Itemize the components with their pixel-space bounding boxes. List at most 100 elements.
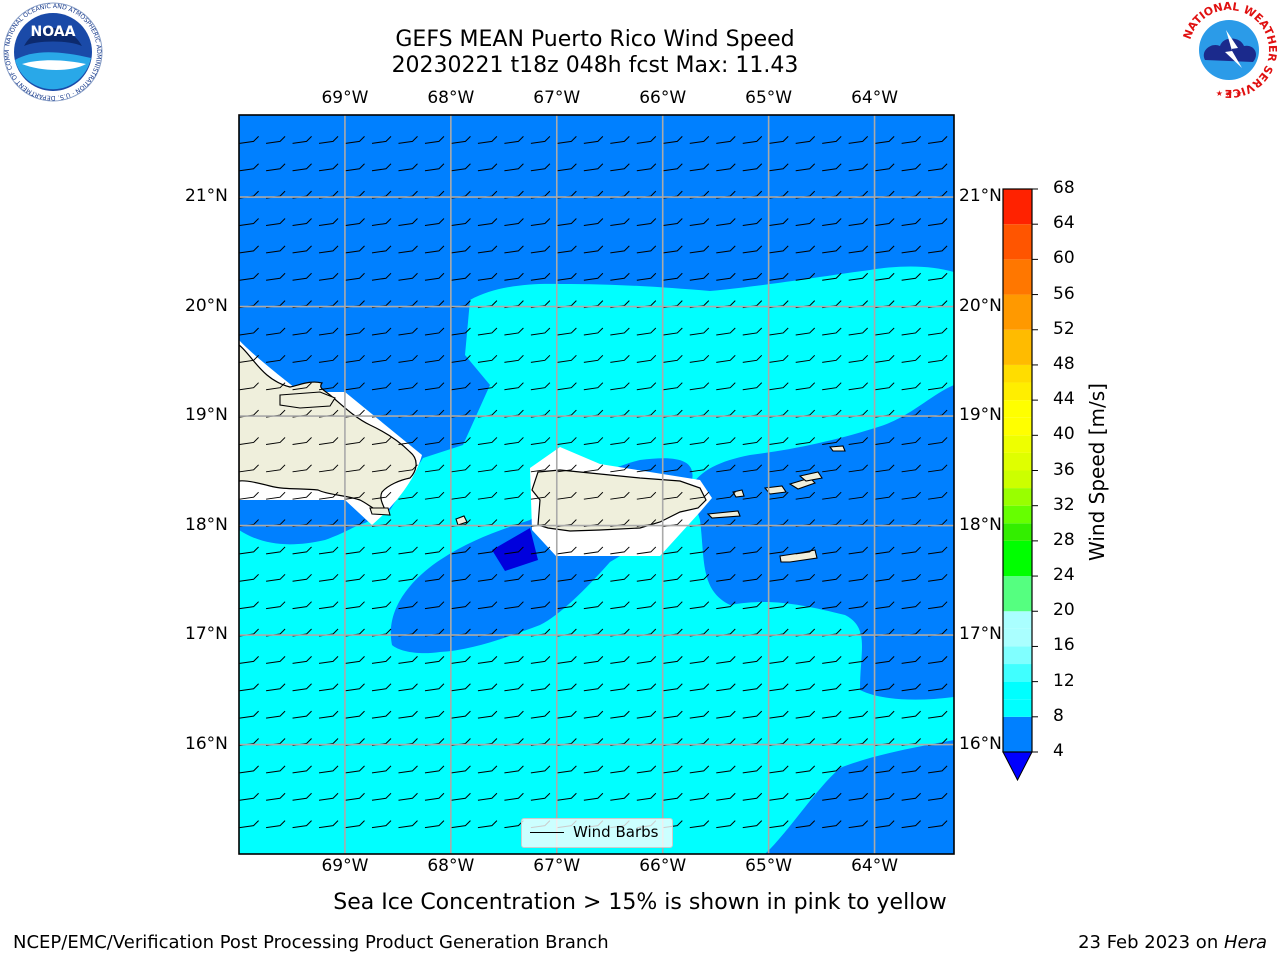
colorbar-tick-label: 16: [1053, 635, 1075, 656]
wind-barbs: [239, 136, 948, 829]
wind-barb: [689, 710, 710, 719]
colorbar: [1002, 188, 1038, 782]
wind-barb: [610, 683, 630, 692]
wind-barb: [371, 327, 392, 336]
wind-barb: [504, 218, 524, 226]
longitude-label: 68°W: [427, 88, 475, 108]
wind-barb: [636, 327, 657, 336]
wind-barb: [928, 765, 948, 774]
wind-barb: [928, 136, 948, 144]
wind-barb: [477, 327, 498, 336]
wind-barb: [610, 546, 630, 555]
wind-barb: [901, 546, 921, 555]
wind-barb: [345, 327, 365, 336]
wind-barb: [557, 656, 577, 664]
wind-barb: [928, 327, 948, 336]
wind-barb: [610, 792, 630, 801]
wind-barb: [689, 464, 710, 473]
colorbar-tick-label: 68: [1053, 178, 1075, 198]
wind-barb: [371, 820, 392, 829]
wind-barb: [928, 546, 948, 555]
wind-barb: [504, 437, 524, 445]
wind-barb: [557, 136, 577, 144]
wind-barb: [663, 683, 683, 692]
longitude-label: 65°W: [745, 856, 793, 876]
wind-barb: [822, 792, 842, 801]
wind-barb: [822, 656, 842, 664]
wind-barb: [875, 573, 895, 582]
wind-barb: [742, 327, 763, 336]
wind-barb: [477, 382, 498, 391]
wind-barb: [822, 464, 842, 473]
wind-barb: [928, 272, 948, 281]
wind-barb: [504, 792, 524, 801]
wind-barb: [345, 136, 365, 144]
wind-barb: [504, 656, 524, 664]
colorbar-tick-label: 48: [1053, 353, 1075, 374]
wind-barb: [928, 464, 948, 473]
wind-barb: [689, 245, 710, 254]
wind-barb: [292, 546, 312, 555]
latitude-label: 21°N: [959, 186, 1002, 207]
latitude-label: 18°N: [185, 514, 228, 535]
wind-barb: [875, 710, 895, 719]
wind-barb: [239, 245, 259, 254]
colorbar-tick-label: 32: [1053, 494, 1075, 515]
colorbar-segment: [1003, 664, 1032, 682]
wind-barb: [848, 820, 869, 829]
wind-barb: [822, 218, 842, 226]
wind-barb: [424, 245, 445, 254]
wind-barb: [610, 163, 630, 172]
wind-barb: [689, 820, 710, 829]
wind-barb: [822, 573, 842, 582]
wind-barb: [424, 327, 445, 336]
wind-barb: [266, 163, 286, 172]
wind-barb: [398, 327, 418, 336]
colorbar-segment: [1003, 681, 1032, 700]
wind-barb: [371, 464, 392, 473]
wind-barb: [345, 354, 365, 363]
wind-barb: [451, 546, 471, 555]
colorbar-tick-label: 56: [1053, 283, 1075, 304]
longitude-label: 67°W: [533, 856, 581, 876]
wind-barb: [266, 765, 286, 774]
wind-barb: [742, 820, 763, 829]
wind-barb: [451, 245, 471, 254]
wind-barb: [451, 327, 471, 336]
chart-subtitle-forecast: 20230221 t18z 048h fcst Max: 11.43: [391, 53, 799, 78]
colorbar-segment: [1003, 452, 1032, 471]
wind-barb: [530, 792, 551, 801]
wind-barb: [795, 573, 816, 582]
wind-barb: [583, 573, 604, 582]
wind-barb: [716, 437, 736, 445]
wind-barb: [583, 656, 604, 664]
wind-barb: [848, 710, 869, 719]
wind-barb: [822, 245, 842, 254]
wind-barb: [424, 765, 445, 774]
wind-barb: [716, 136, 736, 144]
wind-barb: [716, 354, 736, 363]
wind-barb: [318, 382, 339, 391]
wind-barb: [557, 382, 577, 391]
legend-label: Wind Barbs: [573, 823, 659, 841]
wind-barb: [928, 710, 948, 719]
wind-barb: [424, 136, 445, 144]
wind-barb: [583, 163, 604, 172]
wind-barb: [769, 573, 789, 582]
colorbar-tick-label: 28: [1053, 529, 1075, 550]
wind-barb: [636, 601, 657, 610]
wind-barb: [636, 272, 657, 281]
wind-barb: [530, 354, 551, 363]
wind-barb: [716, 218, 736, 226]
wind-barb: [504, 272, 524, 281]
wind-barb: [822, 491, 842, 500]
wind-barb: [689, 656, 710, 664]
wind-barb: [318, 601, 339, 610]
wind-barb: [530, 163, 551, 172]
wind-barb: [266, 573, 286, 582]
wind-barb: [583, 683, 604, 692]
wind-barb: [504, 382, 524, 391]
wind-barb: [239, 218, 259, 226]
wind-barb: [928, 491, 948, 500]
wind-barb: [424, 354, 445, 363]
